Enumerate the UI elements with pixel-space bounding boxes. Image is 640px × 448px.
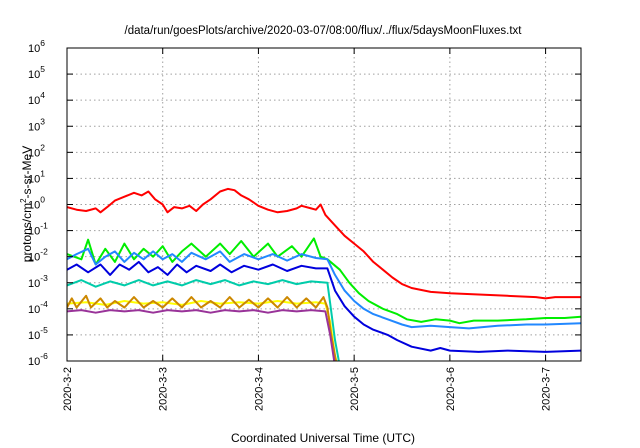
y-tick-label: 10-1: [28, 221, 48, 238]
y-axis-label: protons/cm2-s-sr-MeV: [19, 146, 34, 262]
x-tick-label: 2020-3-7: [541, 367, 553, 411]
series-line-3: [67, 247, 581, 330]
y-tick-label: 106: [28, 38, 45, 55]
y-axis-ticks: 10-6 10-5 10-4 10-3 10-2 10-1 100 101 102 103 104 1…: [28, 38, 581, 368]
series-line-5: [67, 279, 340, 361]
y-tick-label: 10-5: [28, 325, 48, 342]
y-tick-label: 105: [28, 64, 45, 81]
series-line-8: [67, 309, 336, 361]
y-tick-label: 10-6: [28, 351, 48, 368]
y-tick-label: 103: [28, 116, 45, 133]
series-line-7: [67, 294, 337, 361]
y-tick-label: 10-4: [28, 299, 48, 316]
y-tick-label: 10-3: [28, 273, 48, 290]
grid-lines: [67, 48, 581, 361]
x-tick-label: 2020-3-6: [445, 367, 457, 411]
y-tick-label: 100: [28, 195, 45, 212]
series-line-1: [67, 187, 581, 300]
x-tick-label: 2020-3-5: [349, 367, 361, 411]
x-axis-label: Coordinated Universal Time (UTC): [231, 431, 415, 445]
x-tick-label: 2020-3-2: [62, 367, 74, 411]
y-tick-label: 102: [28, 142, 45, 159]
series-line-4: [67, 260, 581, 353]
y-tick-label: 101: [28, 168, 45, 185]
chart-title: /data/run/goesPlots/archive/2020-03-07/0…: [125, 25, 523, 37]
y-tick-label: 10-2: [28, 247, 48, 264]
y-tick-label: 104: [28, 90, 45, 107]
series-layer: [67, 187, 581, 361]
x-tick-label: 2020-3-3: [158, 367, 170, 411]
x-tick-label: 2020-3-4: [253, 367, 265, 411]
x-axis-ticks: 2020-3-2 2020-3-3 2020-3-4 2020-3-5 2020-3-6…: [62, 48, 553, 411]
series-line-2: [67, 237, 581, 325]
